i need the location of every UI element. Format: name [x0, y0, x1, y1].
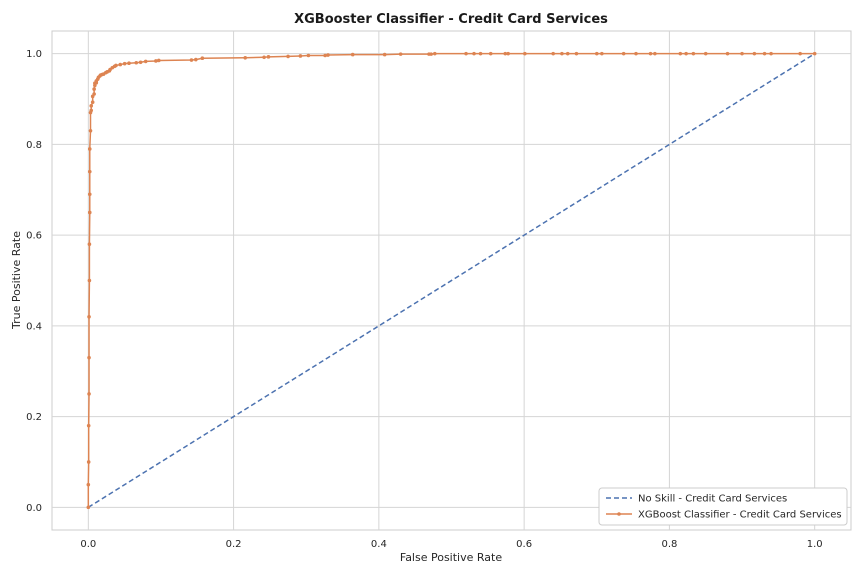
- data-point: [266, 55, 271, 59]
- y-tick-label: 0.6: [26, 231, 42, 242]
- data-point: [87, 278, 92, 283]
- data-point: [684, 51, 688, 56]
- data-point: [762, 51, 767, 56]
- data-point: [89, 108, 94, 113]
- data-point: [560, 51, 564, 56]
- legend-xgboost-label: XGBoost Classifier - Credit Card Service…: [638, 510, 842, 521]
- y-tick-label: 1.0: [26, 49, 42, 60]
- y-tick-label: 0.4: [26, 321, 42, 332]
- x-tick-label: 0.0: [80, 539, 96, 550]
- data-point: [87, 242, 92, 247]
- data-point: [86, 460, 91, 464]
- data-point: [678, 51, 683, 56]
- data-point: [725, 51, 730, 56]
- y-tick-label: 0.8: [26, 140, 42, 151]
- data-point: [200, 56, 205, 61]
- legend-no-skill-label: No Skill - Credit Card Services: [638, 494, 787, 505]
- data-point: [382, 52, 387, 57]
- y-tick-label: 0.2: [26, 412, 42, 423]
- data-point: [551, 51, 555, 56]
- data-point: [740, 51, 744, 56]
- data-point: [89, 104, 94, 108]
- tick-labels: 0.0 0.2 0.4 0.6 0.8 1.0 0.0 0.2 0.4 0.6 0.8 1.0: [26, 49, 823, 550]
- data-point: [189, 58, 194, 62]
- y-tick-label: 0.0: [26, 503, 42, 514]
- data-point: [92, 87, 96, 91]
- data-point: [812, 51, 817, 56]
- data-point: [326, 53, 330, 57]
- data-point: [243, 55, 248, 60]
- data-point: [600, 51, 604, 56]
- x-axis-label: False Positive Rate: [400, 551, 502, 564]
- data-point: [523, 51, 527, 56]
- data-point: [594, 51, 599, 56]
- data-point: [286, 54, 290, 59]
- data-point: [86, 423, 91, 428]
- x-tick-label: 0.4: [371, 539, 387, 550]
- x-tick-label: 0.6: [516, 539, 532, 550]
- data-point: [503, 51, 508, 56]
- data-point: [92, 92, 96, 96]
- data-point: [653, 51, 657, 56]
- data-point: [122, 61, 127, 66]
- data-point: [769, 51, 773, 56]
- legend-box: [598, 487, 848, 526]
- data-point: [488, 51, 493, 56]
- data-point: [88, 129, 93, 133]
- x-tick-label: 0.2: [226, 539, 242, 550]
- series-line-0: [87, 53, 816, 508]
- data-point: [691, 51, 696, 56]
- data-point: [464, 51, 468, 56]
- data-point: [87, 392, 91, 396]
- y-axis-label: True Positive Rate: [10, 231, 23, 330]
- data-point: [472, 51, 476, 56]
- data-point: [478, 51, 483, 56]
- data-point: [648, 51, 653, 56]
- data-point: [86, 482, 91, 487]
- data-point: [87, 147, 92, 151]
- data-point: [262, 55, 266, 60]
- chart-title: XGBooster Classifier - Credit Card Servi…: [294, 12, 608, 27]
- data-point: [87, 355, 91, 360]
- data-point: [752, 51, 757, 56]
- data-point: [429, 52, 433, 56]
- data-point: [87, 169, 92, 174]
- data-point: [156, 58, 161, 63]
- data-point: [134, 60, 139, 65]
- series-layer: [86, 51, 817, 510]
- legend-xgboost-marker: [617, 512, 621, 516]
- data-point: [90, 100, 95, 105]
- data-point: [143, 59, 148, 64]
- data-point: [154, 59, 158, 63]
- data-point: [118, 62, 123, 67]
- data-point: [114, 63, 118, 68]
- data-point: [565, 51, 570, 56]
- data-point: [87, 210, 92, 215]
- data-point: [634, 51, 638, 56]
- data-point: [87, 192, 92, 197]
- x-tick-label: 0.8: [661, 539, 677, 550]
- data-point: [798, 51, 802, 56]
- data-point: [432, 51, 437, 56]
- data-point: [86, 505, 91, 510]
- data-point: [138, 60, 143, 65]
- data-point: [350, 52, 355, 57]
- data-point: [298, 54, 303, 58]
- data-point: [127, 61, 131, 66]
- data-point: [306, 53, 311, 58]
- x-tick-label: 1.0: [807, 539, 823, 550]
- data-point: [703, 51, 708, 56]
- data-point: [398, 52, 403, 56]
- data-point: [574, 51, 579, 56]
- data-point: [87, 314, 91, 319]
- data-point: [621, 51, 626, 56]
- data-point: [323, 53, 327, 58]
- data-point: [506, 51, 510, 56]
- data-point: [194, 57, 198, 62]
- legend: No Skill - Credit Card Services XGBoost …: [598, 487, 848, 526]
